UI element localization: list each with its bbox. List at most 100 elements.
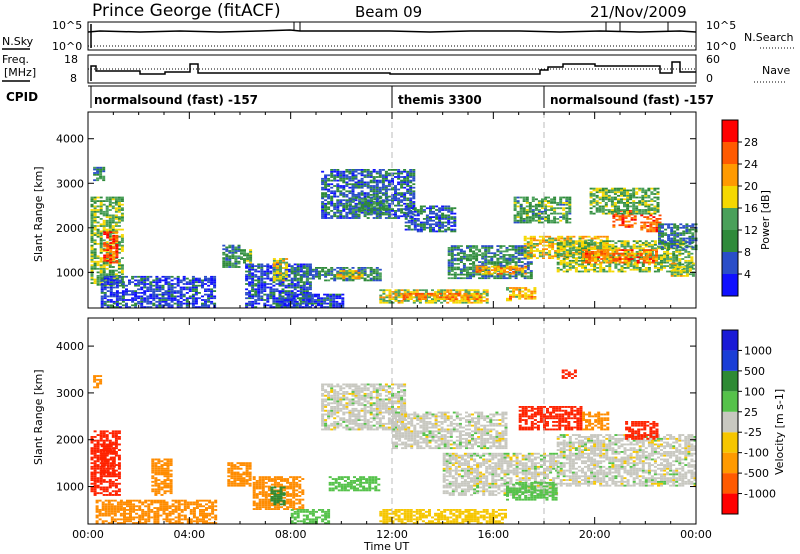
power-colorbar-label: Power [dB] — [759, 190, 772, 250]
power-colorbar-swatch — [722, 230, 738, 252]
velocity-region — [328, 476, 381, 492]
velocity-colorbar-tick-label: -100 — [744, 447, 769, 460]
power-region — [506, 287, 537, 302]
freq-label-1: Freq. — [2, 53, 29, 66]
velocity-colorbar: 1000 500 100 25 -25 -100 -500 -1000 — [721, 329, 776, 515]
power-colorbar: 4 8 12 16 20 24 28 — [721, 119, 758, 297]
velocity-region — [582, 411, 610, 431]
power-region — [93, 166, 106, 182]
velocity-colorbar-swatch — [722, 473, 738, 494]
velocity-region — [379, 509, 507, 524]
beam-title: Beam 09 — [355, 3, 422, 21]
x-axis-label: Time UT — [363, 540, 409, 553]
cpid-segment-label: normalsound (fast) -157 — [550, 93, 714, 107]
velocity-ytick-label: 1000 — [56, 481, 84, 494]
velocity-region — [270, 486, 286, 506]
freq-label-2: [MHz] — [4, 66, 36, 79]
power-region — [399, 292, 482, 300]
power-region — [658, 223, 698, 251]
nsearch-label: N.Search — [744, 31, 794, 44]
power-colorbar-tick-label: 28 — [744, 136, 758, 149]
power-ylabel: Slant Range [km] — [32, 166, 45, 262]
power-ytick-label: 4000 — [56, 133, 84, 146]
x-tick-label: 16:00 — [477, 528, 509, 541]
x-tick-labels: 00:00 04:00 08:00 12:00 16:00 20:00 00:00 — [72, 528, 712, 541]
power-region — [475, 265, 528, 275]
velocity-colorbar-swatch — [722, 370, 738, 392]
power-region — [222, 244, 241, 268]
x-tick-label: 00:00 — [680, 528, 712, 541]
velocity-colorbar-tick-label: -25 — [744, 426, 762, 439]
velocity-region — [100, 443, 116, 478]
nave-tick-60: 60 — [706, 53, 720, 66]
velocity-colorbar-swatch — [722, 411, 738, 433]
power-region — [272, 258, 289, 282]
cpid-segment-label: normalsound (fast) -157 — [94, 93, 258, 107]
velocity-region — [625, 421, 659, 440]
nsearch-tick-high: 10^5 — [706, 19, 736, 32]
velocity-colorbar-swatch — [722, 493, 738, 514]
velocity-ytick-label: 3000 — [56, 387, 84, 400]
power-ytick-label: 1000 — [56, 266, 84, 279]
freq-tick-8: 8 — [70, 72, 77, 85]
power-colorbar-tick-label: 16 — [744, 202, 758, 215]
nave-label: Nave — [762, 64, 790, 77]
velocity-region — [506, 481, 558, 501]
velocity-colorbar-swatch — [722, 330, 738, 351]
power-region — [612, 210, 637, 228]
velocity-ytick-label: 2000 — [56, 434, 84, 447]
power-colorbar-swatch — [722, 142, 738, 164]
power-panel: 1000 2000 3000 4000 — [56, 111, 698, 309]
power-colorbar-tick-label: 4 — [744, 268, 751, 281]
velocity-region — [95, 499, 218, 524]
power-region — [290, 267, 382, 282]
power-region — [582, 249, 658, 264]
freq-line — [90, 61, 696, 81]
velocity-region — [518, 406, 583, 431]
x-tick-label: 08:00 — [275, 528, 307, 541]
x-tick-label: 00:00 — [72, 528, 104, 541]
velocity-region — [561, 369, 577, 379]
power-region — [589, 187, 660, 215]
nsky-tick-high: 10^5 — [52, 19, 82, 32]
power-region — [336, 270, 364, 280]
power-ytick-label: 3000 — [56, 177, 84, 190]
nsearch-tick-low: 10^0 — [706, 40, 736, 53]
power-region — [404, 205, 457, 233]
velocity-region — [392, 411, 508, 450]
x-tick-label: 04:00 — [173, 528, 205, 541]
nsky-line — [87, 29, 697, 33]
velocity-colorbar-swatch — [722, 452, 738, 474]
x-tick-label: 20:00 — [579, 528, 611, 541]
freq-tick-18: 18 — [64, 53, 78, 66]
velocity-ylabel: Slant Range [km] — [32, 369, 45, 465]
velocity-region — [321, 383, 407, 431]
cpid-segment-label: themis 3300 — [398, 93, 482, 107]
power-colorbar-swatch — [722, 164, 738, 186]
date-title: 21/Nov/2009 — [590, 3, 687, 21]
station-title: Prince George (fitACF) — [92, 1, 281, 21]
velocity-region — [556, 434, 697, 487]
power-region — [513, 196, 572, 224]
power-region — [100, 275, 217, 308]
freq-panel — [87, 54, 697, 84]
power-colorbar-tick-label: 8 — [744, 246, 751, 259]
velocity-colorbar-tick-label: 500 — [744, 365, 765, 378]
nsky-tick-low: 10^0 — [52, 40, 82, 53]
velocity-colorbar-swatch — [722, 432, 738, 453]
power-colorbar-swatch — [722, 252, 738, 274]
power-colorbar-swatch — [722, 120, 738, 142]
power-region — [240, 249, 253, 264]
velocity-colorbar-tick-label: 25 — [744, 406, 758, 419]
power-colorbar-tick-label: 24 — [744, 158, 758, 171]
nsky-label: N.Sky — [2, 35, 34, 48]
nave-tick-0: 0 — [706, 72, 713, 85]
power-colorbar-tick-label: 12 — [744, 224, 758, 237]
velocity-colorbar-tick-label: 100 — [744, 385, 765, 398]
x-tick-label: 12:00 — [376, 528, 408, 541]
velocity-panel: 1000 2000 3000 4000 — [56, 317, 697, 525]
power-colorbar-swatch — [722, 208, 738, 230]
power-ytick-label: 2000 — [56, 222, 84, 235]
velocity-colorbar-tick-label: 1000 — [744, 344, 772, 357]
